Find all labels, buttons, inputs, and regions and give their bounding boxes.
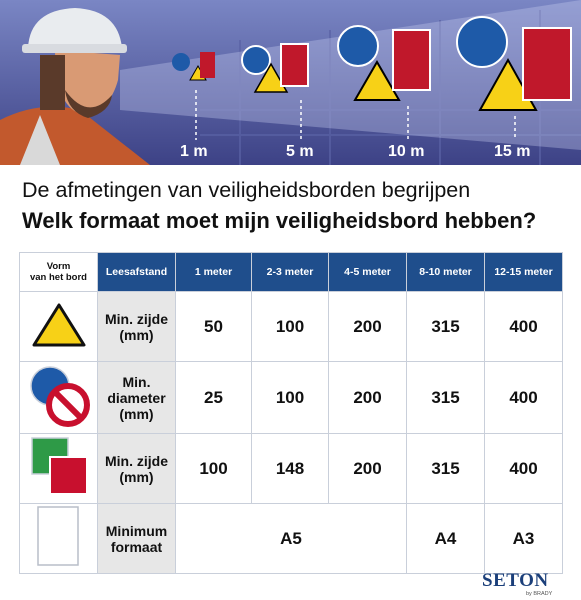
value-cell: 100: [251, 361, 329, 434]
size-table: Vorm van het bord Leesafstand 1 meter 2-…: [19, 252, 563, 574]
value-cell: 100: [175, 433, 252, 504]
hero-illustration: 1 m 5 m 10 m 15 m: [0, 0, 581, 165]
header-12-15m: 12-15 meter: [484, 252, 563, 292]
value-cell: 315: [406, 361, 485, 434]
page-subtitle: De afmetingen van veiligheidsborden begr…: [22, 178, 471, 202]
row-label: Minimum formaat: [97, 503, 176, 574]
signs-10m-icon: [337, 25, 431, 101]
shape-cell: [19, 433, 98, 504]
distance-label-10m: 10 m: [388, 143, 425, 160]
row-label: Min. diameter (mm): [97, 361, 176, 434]
value-cell: 400: [484, 291, 563, 362]
worker-icon: [0, 8, 150, 165]
logo-brand: SETON: [482, 570, 549, 591]
page-title: Welk formaat moet mijn veiligheidsbord h…: [22, 208, 537, 233]
value-cell: 200: [328, 433, 407, 504]
value-cell: 100: [251, 291, 329, 362]
table-row: Min. diameter (mm) 25 100 200 315 400: [19, 361, 563, 434]
value-cell: 200: [328, 291, 407, 362]
corner-header: Vorm van het bord: [19, 252, 98, 292]
header-reading-distance: Leesafstand: [97, 252, 176, 292]
round-signs-icon: [29, 366, 90, 427]
row-label: Min. zijde (mm): [97, 433, 176, 504]
distance-label-15m: 15 m: [494, 143, 531, 160]
square-signs-icon: [30, 437, 88, 495]
value-cell: 400: [484, 361, 563, 434]
table-row: Minimum formaat A5 A4 A3: [19, 503, 563, 574]
rectangle-sign-icon: [36, 506, 79, 566]
header-2-3m: 2-3 meter: [251, 252, 329, 292]
logo-by: by BRADY: [526, 591, 553, 597]
shape-cell: [19, 503, 98, 574]
value-cell: 50: [175, 291, 252, 362]
value-cell: 148: [251, 433, 329, 504]
value-cell: 200: [328, 361, 407, 434]
value-cell: A3: [484, 503, 563, 574]
value-cell: 25: [175, 361, 252, 434]
signs-1m-icon: [172, 52, 215, 81]
row-label: Min. zijde (mm): [97, 291, 176, 362]
value-cell: A5: [175, 503, 407, 574]
shape-cell: [19, 291, 98, 362]
header-4-5m: 4-5 meter: [328, 252, 407, 292]
seton-logo: SETON by BRADY: [482, 570, 552, 597]
table-header-row: Vorm van het bord Leesafstand 1 meter 2-…: [19, 252, 563, 292]
warning-triangle-icon: [32, 303, 85, 347]
shape-cell: [19, 361, 98, 434]
value-cell: 400: [484, 433, 563, 504]
value-cell: A4: [406, 503, 485, 574]
signs-5m-icon: [241, 43, 309, 93]
value-cell: 315: [406, 291, 485, 362]
distance-label-1m: 1 m: [180, 143, 208, 160]
signs-15m-icon: [456, 16, 572, 111]
header-1m: 1 meter: [175, 252, 252, 292]
distance-label-5m: 5 m: [286, 143, 314, 160]
header-8-10m: 8-10 meter: [406, 252, 485, 292]
value-cell: 315: [406, 433, 485, 504]
table-row: Min. zijde (mm) 100 148 200 315 400: [19, 433, 563, 504]
table-row: Min. zijde (mm) 50 100 200 315 400: [19, 291, 563, 362]
